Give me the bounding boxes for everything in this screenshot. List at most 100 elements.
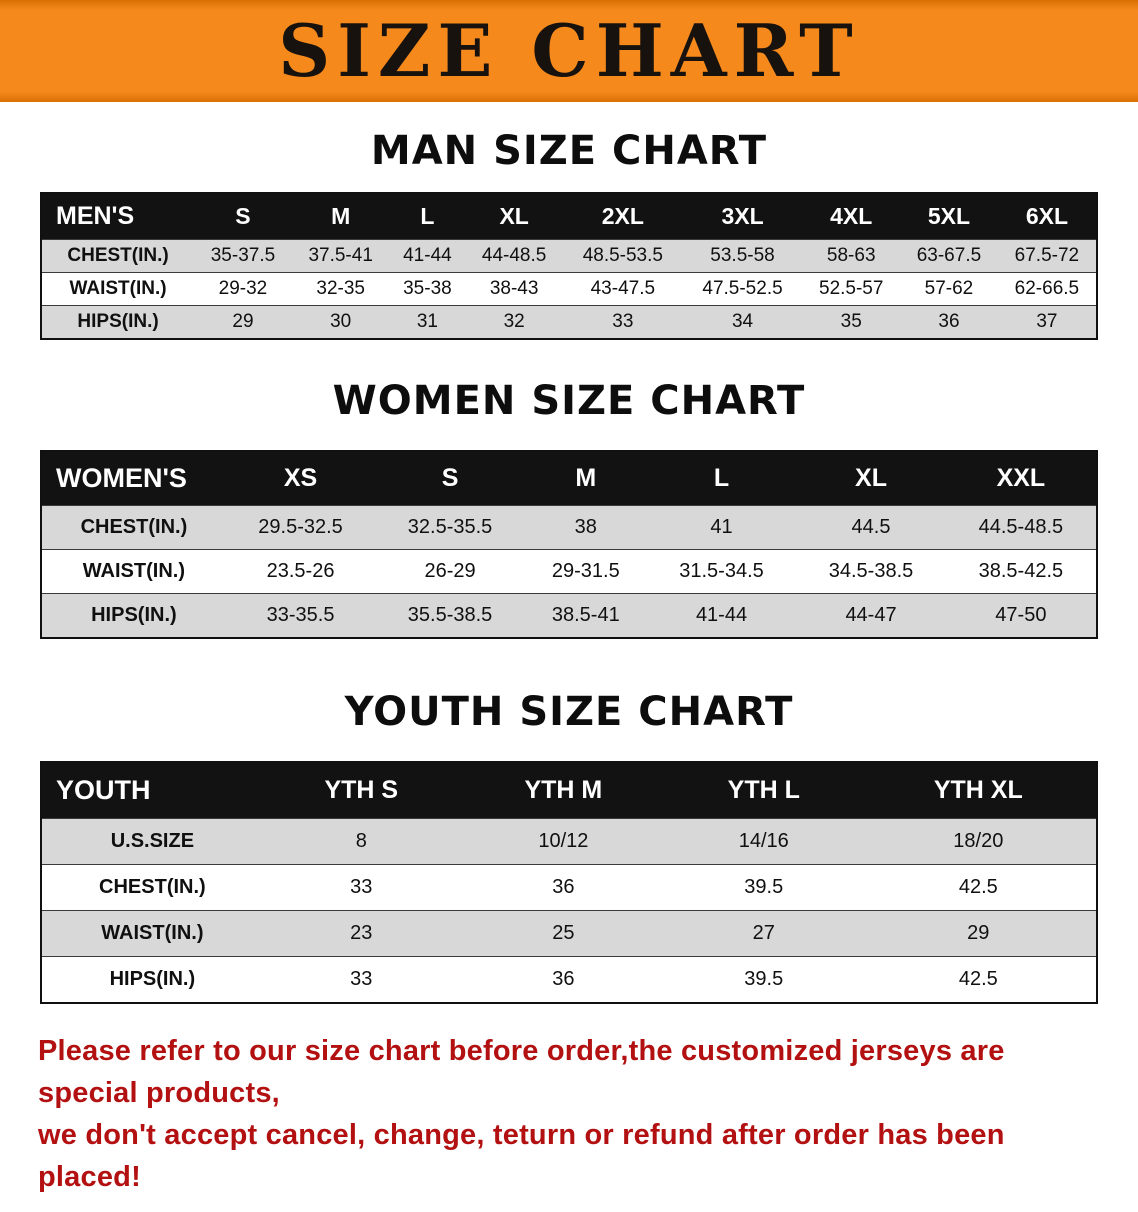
measurement-row: HIPS(IN.) 33-35.5 35.5-38.5 38.5-41 41-44 44-… bbox=[41, 593, 1097, 638]
youth-size-section: YOUTH SIZE CHART YOUTH YTH S YTH M YTH L YTH… bbox=[0, 639, 1138, 1004]
size-column-header: L bbox=[389, 193, 466, 240]
size-table: WOMEN'S XS S M L XL XXL CHEST(IN.) 29.5-32.5 32.5… bbox=[40, 450, 1098, 639]
women-section-heading: WOMEN SIZE CHART bbox=[332, 378, 806, 424]
measurement-value: 18/20 bbox=[860, 818, 1097, 865]
measurement-value: 31.5-34.5 bbox=[646, 549, 797, 594]
women-size-table-holder: WOMEN'S XS S M L XL XXL CHEST(IN.) 29.5-32.5 32.5… bbox=[40, 450, 1098, 639]
measurement-value: 53.5-58 bbox=[682, 239, 803, 273]
measurement-value: 38-43 bbox=[465, 272, 563, 306]
measurement-row: CHEST(IN.) 35-37.5 37.5-41 41-44 44-48.5 48.5… bbox=[41, 239, 1097, 273]
measurement-value: 38 bbox=[524, 505, 647, 550]
measurement-label: CHEST(IN.) bbox=[41, 505, 226, 550]
measurement-row: WAIST(IN.) 23 25 27 29 bbox=[41, 910, 1097, 957]
measurement-value: 38.5-41 bbox=[524, 593, 647, 638]
measurement-value: 39.5 bbox=[666, 956, 861, 1003]
measurement-value: 38.5-42.5 bbox=[945, 549, 1097, 594]
measurement-value: 41-44 bbox=[646, 593, 797, 638]
measurement-row: CHEST(IN.) 29.5-32.5 32.5-35.5 38 41 44.5 44.5… bbox=[41, 505, 1097, 550]
measurement-value: 36 bbox=[459, 956, 667, 1003]
order-warning-line-2: we don't accept cancel, change, teturn o… bbox=[38, 1119, 1005, 1194]
measurement-value: 33 bbox=[563, 305, 683, 339]
measurement-value: 33 bbox=[262, 864, 460, 911]
measurement-value: 44-48.5 bbox=[465, 239, 563, 273]
measurement-value: 25 bbox=[459, 910, 667, 957]
measurement-value: 27 bbox=[666, 910, 861, 957]
size-column-header: 6XL bbox=[997, 193, 1097, 240]
size-column-header: S bbox=[375, 451, 525, 506]
measurement-label: WAIST(IN.) bbox=[41, 549, 226, 594]
measurement-value: 23.5-26 bbox=[225, 549, 376, 594]
measurement-value: 37 bbox=[997, 305, 1097, 339]
measurement-row: CHEST(IN.) 33 36 39.5 42.5 bbox=[41, 864, 1097, 911]
banner-title: SIZE CHART bbox=[278, 8, 860, 93]
measurement-value: 47-50 bbox=[945, 593, 1097, 638]
measurement-value: 44.5 bbox=[796, 505, 946, 550]
measurement-value: 42.5 bbox=[860, 864, 1097, 911]
size-column-header: 5XL bbox=[900, 193, 998, 240]
measurement-value: 36 bbox=[900, 305, 998, 339]
table-group-label: YOUTH bbox=[41, 762, 263, 819]
measurement-value: 43-47.5 bbox=[563, 272, 683, 306]
measurement-value: 33 bbox=[262, 956, 460, 1003]
women-size-section: WOMEN SIZE CHART WOMEN'S XS S M L XL XXL CHEST(… bbox=[0, 340, 1138, 639]
size-column-header: M bbox=[291, 193, 390, 240]
measurement-value: 29-32 bbox=[194, 272, 292, 306]
measurement-value: 62-66.5 bbox=[997, 272, 1097, 306]
measurement-value: 39.5 bbox=[666, 864, 861, 911]
measurement-value: 35-37.5 bbox=[194, 239, 292, 273]
measurement-label: CHEST(IN.) bbox=[41, 864, 263, 911]
measurement-value: 33-35.5 bbox=[225, 593, 376, 638]
measurement-value: 8 bbox=[262, 818, 460, 865]
size-table-header-row: WOMEN'S XS S M L XL XXL bbox=[41, 451, 1097, 506]
measurement-value: 35-38 bbox=[389, 272, 466, 306]
size-table-header-row: MEN'S S M L XL 2XL 3XL 4XL 5XL 6XL bbox=[41, 193, 1097, 240]
measurement-value: 37.5-41 bbox=[291, 239, 390, 273]
measurement-row: U.S.SIZE 8 10/12 14/16 18/20 bbox=[41, 818, 1097, 865]
measurement-row: HIPS(IN.) 29 30 31 32 33 34 35 36 37 bbox=[41, 305, 1097, 339]
size-column-header: S bbox=[194, 193, 292, 240]
measurement-value: 26-29 bbox=[375, 549, 525, 594]
measurement-value: 29-31.5 bbox=[524, 549, 647, 594]
measurement-value: 63-67.5 bbox=[900, 239, 998, 273]
measurement-value: 67.5-72 bbox=[997, 239, 1097, 273]
size-table: MEN'S S M L XL 2XL 3XL 4XL 5XL 6XL CHEST(IN.) 35-37… bbox=[40, 192, 1098, 340]
measurement-value: 32.5-35.5 bbox=[375, 505, 525, 550]
men-size-table-holder: MEN'S S M L XL 2XL 3XL 4XL 5XL 6XL CHEST(IN.) 35-37… bbox=[40, 192, 1098, 340]
size-table-header-row: YOUTH YTH S YTH M YTH L YTH XL bbox=[41, 762, 1097, 819]
size-column-header: YTH S bbox=[262, 762, 460, 819]
measurement-value: 34 bbox=[682, 305, 803, 339]
youth-size-table-holder: YOUTH YTH S YTH M YTH L YTH XL U.S.SIZE 8 10/12… bbox=[40, 761, 1098, 1004]
table-group-label: WOMEN'S bbox=[41, 451, 226, 506]
measurement-value: 58-63 bbox=[802, 239, 901, 273]
youth-section-heading: YOUTH SIZE CHART bbox=[344, 689, 794, 735]
size-column-header: 2XL bbox=[563, 193, 683, 240]
measurement-value: 35.5-38.5 bbox=[375, 593, 525, 638]
order-warning-note: Please refer to our size chart before or… bbox=[38, 1030, 1110, 1198]
measurement-value: 10/12 bbox=[459, 818, 667, 865]
size-column-header: XL bbox=[465, 193, 563, 240]
size-column-header: YTH L bbox=[666, 762, 861, 819]
size-column-header: YTH M bbox=[459, 762, 667, 819]
measurement-row: WAIST(IN.) 29-32 32-35 35-38 38-43 43-47.5 47.… bbox=[41, 272, 1097, 306]
measurement-value: 35 bbox=[802, 305, 901, 339]
measurement-row: WAIST(IN.) 23.5-26 26-29 29-31.5 31.5-34.5 34… bbox=[41, 549, 1097, 594]
measurement-value: 14/16 bbox=[666, 818, 861, 865]
measurement-value: 29 bbox=[860, 910, 1097, 957]
measurement-label: U.S.SIZE bbox=[41, 818, 263, 865]
measurement-value: 57-62 bbox=[900, 272, 998, 306]
size-column-header: XL bbox=[796, 451, 946, 506]
measurement-value: 29 bbox=[194, 305, 292, 339]
size-column-header: 4XL bbox=[802, 193, 901, 240]
measurement-label: HIPS(IN.) bbox=[41, 305, 195, 339]
table-group-label: MEN'S bbox=[41, 193, 195, 240]
order-warning-line-1: Please refer to our size chart before or… bbox=[38, 1035, 1005, 1110]
measurement-value: 44.5-48.5 bbox=[945, 505, 1097, 550]
measurement-value: 29.5-32.5 bbox=[225, 505, 376, 550]
measurement-value: 52.5-57 bbox=[802, 272, 901, 306]
measurement-value: 44-47 bbox=[796, 593, 946, 638]
men-size-section: MAN SIZE CHART MEN'S S M L XL 2XL 3XL 4XL 5XL 6XL… bbox=[0, 102, 1138, 340]
size-column-header: YTH XL bbox=[860, 762, 1097, 819]
size-column-header: XXL bbox=[945, 451, 1097, 506]
measurement-value: 47.5-52.5 bbox=[682, 272, 803, 306]
measurement-value: 23 bbox=[262, 910, 460, 957]
